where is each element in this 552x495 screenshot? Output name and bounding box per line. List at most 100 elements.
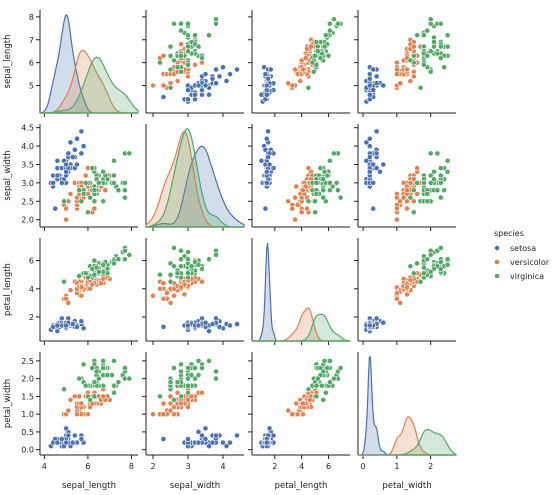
point-setosa [263, 135, 270, 142]
point-virginica [100, 261, 107, 268]
point-versicolor [294, 201, 301, 208]
point-setosa [80, 143, 87, 149]
point-virginica [111, 179, 117, 186]
point-virginica [61, 386, 67, 393]
point-versicolor [393, 295, 400, 302]
point-virginica [334, 20, 341, 27]
point-setosa [234, 432, 240, 439]
legend-label-versicolor: versicolor [510, 258, 550, 267]
point-versicolor [305, 165, 312, 171]
point-virginica [167, 271, 174, 278]
point-setosa [63, 425, 69, 432]
point-virginica [437, 165, 444, 171]
point-versicolor [293, 183, 300, 190]
point-virginica [427, 172, 434, 179]
legend-label-setosa: setosa [510, 244, 536, 253]
point-setosa [58, 436, 65, 442]
point-versicolor [167, 393, 174, 400]
point-versicolor [160, 411, 167, 418]
point-setosa [363, 139, 370, 146]
x-axis-label-sepal_width: sepal_width [170, 481, 220, 491]
point-versicolor [78, 284, 85, 291]
point-versicolor [160, 82, 167, 89]
point-setosa [195, 439, 202, 446]
point-versicolor [404, 284, 410, 291]
point-virginica [334, 187, 341, 194]
point-setosa [366, 143, 373, 149]
y-axis-label-petal_width: petal_width [3, 379, 13, 428]
point-virginica [126, 150, 133, 157]
point-setosa [209, 321, 216, 327]
panel-sepal_width-vs-petal_width [354, 124, 456, 231]
point-virginica [414, 32, 420, 39]
point-virginica [213, 16, 219, 23]
point-virginica [91, 379, 98, 386]
point-virginica [320, 194, 327, 201]
point-virginica [89, 365, 96, 371]
point-setosa [202, 425, 209, 432]
point-setosa [262, 71, 269, 77]
point-setosa [202, 82, 209, 89]
point-virginica [431, 39, 437, 45]
point-virginica [178, 361, 184, 368]
point-setosa [373, 165, 380, 171]
point-virginica [420, 62, 427, 68]
point-virginica [337, 194, 344, 201]
y-tick-label: 3.5 [21, 160, 34, 169]
point-virginica [93, 368, 100, 375]
point-virginica [437, 259, 444, 265]
point-virginica [321, 43, 328, 50]
legend: species setosa versicolor virginica [494, 229, 550, 281]
point-virginica [313, 382, 320, 389]
point-versicolor [82, 172, 89, 179]
point-setosa [380, 82, 387, 89]
point-setosa [263, 82, 270, 89]
point-setosa [195, 82, 202, 89]
point-versicolor [171, 411, 177, 418]
point-virginica [326, 179, 333, 186]
point-versicolor [297, 78, 304, 84]
point-setosa [262, 205, 269, 212]
y-tick-label: 6 [29, 59, 34, 68]
point-setosa [380, 319, 387, 326]
point-versicolor [63, 216, 69, 223]
point-setosa [78, 318, 85, 325]
point-virginica [195, 43, 202, 50]
point-setosa [185, 87, 191, 93]
point-versicolor [150, 292, 156, 299]
panel-petal_width-vs-sepal_width: 2 3 4 [142, 352, 244, 471]
point-versicolor [171, 292, 177, 299]
point-versicolor [292, 194, 298, 201]
point-setosa [366, 168, 373, 175]
point-versicolor [407, 179, 414, 186]
panel-sepal_width-vs-sepal_length: 2.0 2.5 3.0 3.5 4.0 4.5 [21, 124, 138, 231]
point-virginica [427, 48, 434, 55]
point-virginica [213, 375, 219, 382]
point-virginica [167, 52, 174, 59]
point-versicolor [167, 407, 174, 414]
point-setosa [78, 128, 85, 135]
point-versicolor [160, 400, 167, 407]
point-virginica [122, 187, 128, 194]
point-setosa [209, 439, 216, 446]
y-tick-label: 2.5 [21, 357, 34, 366]
point-virginica [188, 372, 195, 378]
point-versicolor [397, 299, 404, 306]
point-virginica [91, 187, 98, 194]
point-versicolor [91, 205, 98, 212]
point-setosa [185, 436, 191, 442]
point-virginica [206, 256, 212, 263]
y-tick-label: 1.0 [21, 410, 34, 419]
point-virginica [111, 260, 117, 267]
point-virginica [122, 194, 128, 201]
point-virginica [305, 386, 312, 393]
point-versicolor [199, 389, 205, 396]
point-virginica [126, 375, 133, 382]
point-setosa [69, 321, 76, 327]
point-versicolor [298, 209, 305, 216]
point-setosa [195, 322, 202, 329]
point-virginica [427, 179, 434, 186]
point-setosa [185, 322, 191, 329]
point-versicolor [78, 292, 85, 299]
panel-sepal_width-vs-sepal_width [145, 124, 245, 231]
